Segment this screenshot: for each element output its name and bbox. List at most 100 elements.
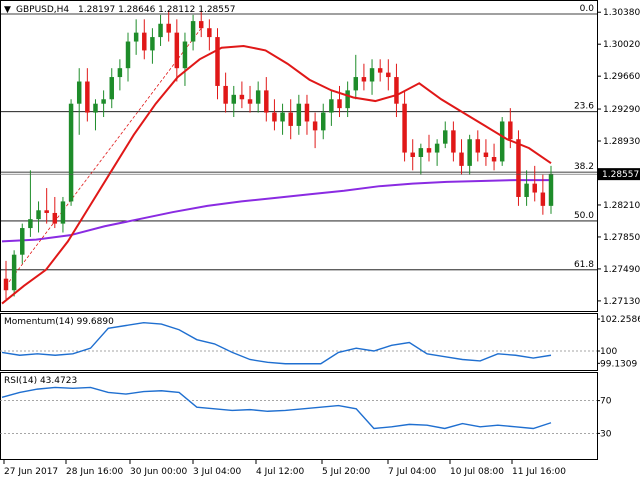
candle-13 xyxy=(109,68,114,109)
candle-body xyxy=(426,148,432,153)
oscillator-path xyxy=(1,386,552,430)
candle-body xyxy=(532,183,537,193)
candle-body xyxy=(353,77,359,91)
candle-9 xyxy=(76,68,82,135)
candle-40 xyxy=(329,90,334,126)
candle-27 xyxy=(223,72,228,113)
candle-body xyxy=(540,192,546,206)
candle-63 xyxy=(516,130,521,206)
candle-body xyxy=(361,77,367,82)
candle-18 xyxy=(150,28,155,64)
current-price-label: 1.28557 xyxy=(602,170,639,180)
candle-22 xyxy=(182,32,188,86)
candle-body xyxy=(304,103,310,122)
candle-body xyxy=(68,103,74,202)
rsi-title: RSI(14) 43.4723 xyxy=(4,376,77,386)
candle-10 xyxy=(85,68,90,122)
candle-45 xyxy=(369,59,375,95)
candle-34 xyxy=(280,103,285,135)
candle-11 xyxy=(93,99,98,131)
candle-23 xyxy=(190,14,196,51)
candle-3 xyxy=(28,170,33,237)
candle-body xyxy=(288,112,293,126)
candle-body xyxy=(369,68,375,82)
fib-label-1: 23.6 xyxy=(574,102,594,112)
candle-body xyxy=(11,254,17,291)
sma-fast-line xyxy=(1,44,552,305)
candle-17 xyxy=(142,19,147,60)
oscillator-path xyxy=(1,321,552,365)
candle-body xyxy=(190,21,196,42)
candle-body xyxy=(272,112,277,122)
candle-body xyxy=(499,121,505,162)
rsi-indicator: 70 30 xyxy=(0,386,612,439)
candle-24 xyxy=(198,10,204,38)
candle-body xyxy=(101,99,106,104)
candle-33 xyxy=(272,99,277,131)
price-tick-label-5: 1.28210 xyxy=(603,201,640,211)
candle-39 xyxy=(321,103,326,140)
main-panel-border xyxy=(0,0,598,312)
price-tick-label-2: 1.29660 xyxy=(603,72,640,82)
candle-body xyxy=(125,41,131,69)
candle-59 xyxy=(483,139,489,166)
candle-body xyxy=(223,85,228,104)
candle-body xyxy=(394,77,399,104)
candle-50 xyxy=(410,139,415,171)
candle-4 xyxy=(36,201,41,233)
candle-64 xyxy=(524,170,529,206)
candle-53 xyxy=(434,139,440,166)
chart-symbol: GBPUSD,H4 xyxy=(16,5,69,15)
candle-body xyxy=(174,32,180,69)
momentum-indicator: 102.2586 100 99.1309 xyxy=(0,315,640,369)
momentum-panel-border xyxy=(0,313,598,371)
candle-42 xyxy=(345,81,350,118)
candle-36 xyxy=(296,94,302,135)
candle-body xyxy=(150,37,155,51)
candle-body xyxy=(483,152,489,157)
candle-body xyxy=(296,103,302,126)
candle-body xyxy=(158,23,163,38)
candle-body xyxy=(20,228,25,255)
chart-collapse-icon[interactable]: ▼ xyxy=(4,5,11,15)
candle-body xyxy=(28,219,33,229)
candle-body xyxy=(524,183,529,197)
candle-body xyxy=(312,121,318,131)
candle-body xyxy=(459,152,464,166)
time-tick-label-1: 28 Jun 16:00 xyxy=(66,467,123,477)
candle-35 xyxy=(288,99,293,140)
candle-body xyxy=(516,139,521,197)
time-tick-label-7: 10 Jul 08:00 xyxy=(450,467,504,477)
candle-body xyxy=(207,28,212,38)
candle-44 xyxy=(361,63,367,91)
osc-tick-label-0: 70 xyxy=(600,397,612,407)
osc-tick-label-2: 99.1309 xyxy=(600,359,637,369)
candle-body xyxy=(44,210,49,213)
candle-body xyxy=(133,32,139,42)
trendline xyxy=(5,27,202,287)
osc-tick-label-0: 102.2586 xyxy=(600,315,640,325)
candle-body xyxy=(198,21,204,29)
candle-body xyxy=(76,81,82,104)
candle-body xyxy=(377,68,383,73)
candle-61 xyxy=(499,117,505,166)
candle-21 xyxy=(174,19,180,82)
sma-slow-path xyxy=(1,179,550,243)
candle-body xyxy=(386,72,391,78)
candle-body xyxy=(491,157,497,162)
candle-19 xyxy=(158,14,163,46)
fib-label-3: 50.0 xyxy=(574,211,594,221)
candle-body xyxy=(247,99,253,104)
candle-2 xyxy=(20,223,25,264)
candle-body xyxy=(402,103,407,153)
fib-label-0: 0.0 xyxy=(580,4,595,14)
candle-66 xyxy=(540,174,546,215)
candle-body xyxy=(548,173,554,206)
candle-body xyxy=(345,90,350,109)
candle-7 xyxy=(60,196,66,233)
candle-body xyxy=(215,37,220,86)
candle-body xyxy=(329,99,334,113)
candle-body xyxy=(85,81,90,113)
time-tick-label-3: 3 Jul 04:00 xyxy=(193,467,242,477)
candle-6 xyxy=(52,196,58,229)
